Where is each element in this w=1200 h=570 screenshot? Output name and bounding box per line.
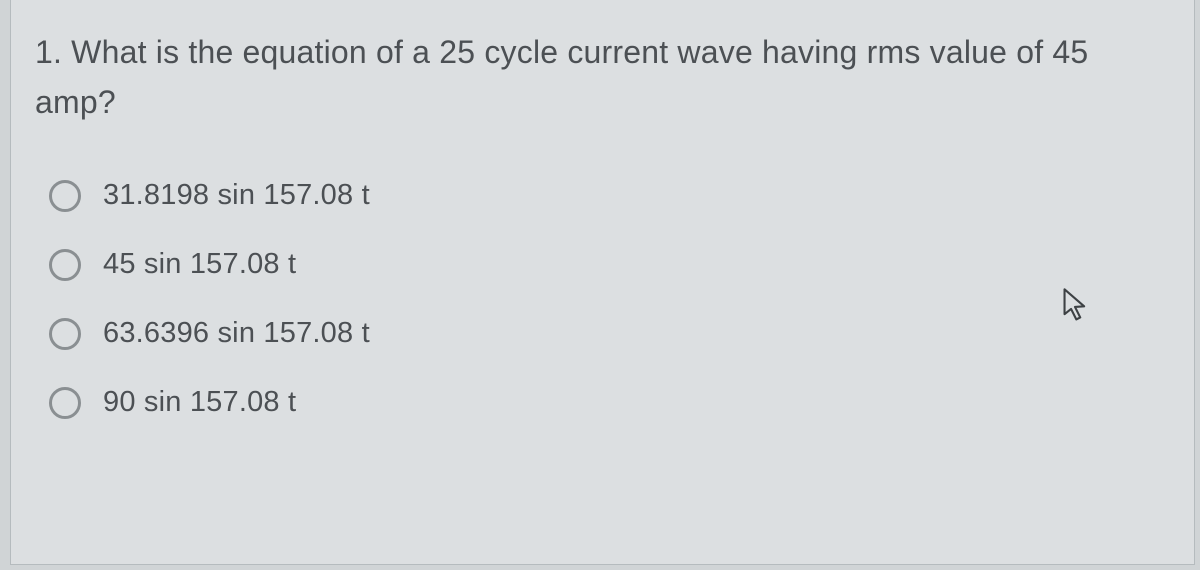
question-text: 1. What is the equation of a 25 cycle cu… [35,28,1164,127]
option-label: 63.6396 sin 157.08 t [103,317,370,350]
option-label: 45 sin 157.08 t [103,248,296,281]
radio-icon[interactable] [49,249,81,281]
option-2[interactable]: 45 sin 157.08 t [49,248,1164,281]
options-group: 31.8198 sin 157.08 t 45 sin 157.08 t 63.… [35,179,1164,419]
radio-icon[interactable] [49,318,81,350]
option-label: 90 sin 157.08 t [103,386,296,419]
question-panel: 1. What is the equation of a 25 cycle cu… [10,0,1195,565]
radio-icon[interactable] [49,387,81,419]
radio-icon[interactable] [49,180,81,212]
option-4[interactable]: 90 sin 157.08 t [49,386,1164,419]
option-1[interactable]: 31.8198 sin 157.08 t [49,179,1164,212]
option-3[interactable]: 63.6396 sin 157.08 t [49,317,1164,350]
option-label: 31.8198 sin 157.08 t [103,179,370,212]
